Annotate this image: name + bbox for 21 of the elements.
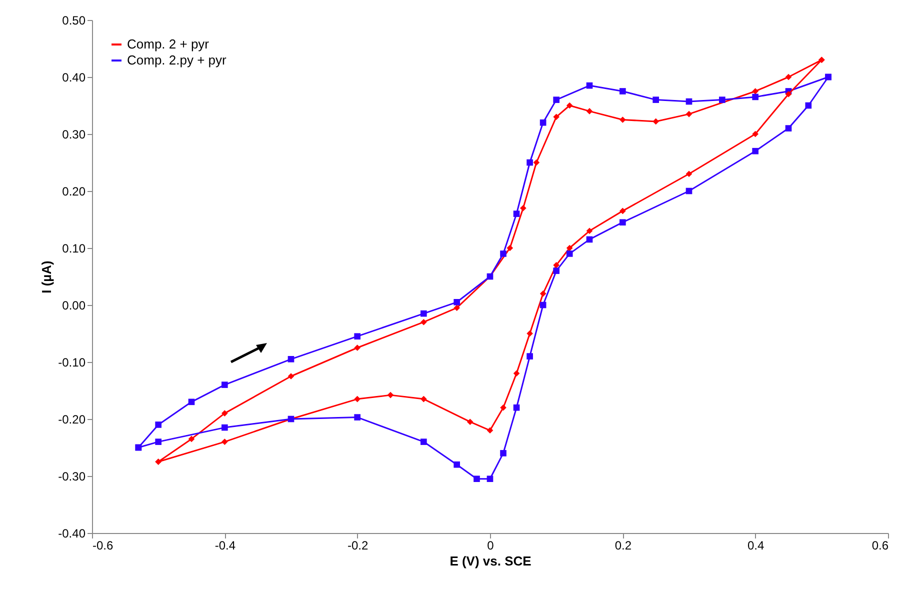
y-tick-label: -0.40 — [58, 526, 86, 540]
y-tick-label: 0.30 — [62, 128, 86, 142]
x-axis-title: E (V) vs. SCE — [450, 554, 532, 568]
y-tick-label: 0.50 — [62, 14, 86, 28]
legend-label: Comp. 2.py + pyr — [127, 52, 228, 68]
y-axis-title: I (µA) — [39, 260, 54, 294]
y-tick-label: 0.00 — [62, 298, 86, 312]
legend-label: Comp. 2 + pyr — [127, 36, 210, 52]
x-tick-label: -0.2 — [347, 538, 368, 552]
x-tick-label: -0.4 — [214, 538, 236, 552]
y-tick-label: -0.20 — [58, 412, 86, 426]
x-tick-label: 0 — [487, 538, 494, 552]
y-tick-label: -0.10 — [58, 356, 86, 370]
x-tick-label: -0.6 — [92, 538, 114, 552]
x-tick-label: 0.6 — [872, 538, 889, 552]
y-tick-label: 0.10 — [62, 242, 86, 256]
y-tick-label: 0.20 — [62, 184, 86, 198]
x-tick-label: 0.4 — [747, 538, 764, 552]
y-tick-label: -0.30 — [58, 470, 86, 484]
y-tick-label: 0.40 — [62, 70, 86, 84]
x-tick-label: 0.2 — [614, 538, 632, 552]
